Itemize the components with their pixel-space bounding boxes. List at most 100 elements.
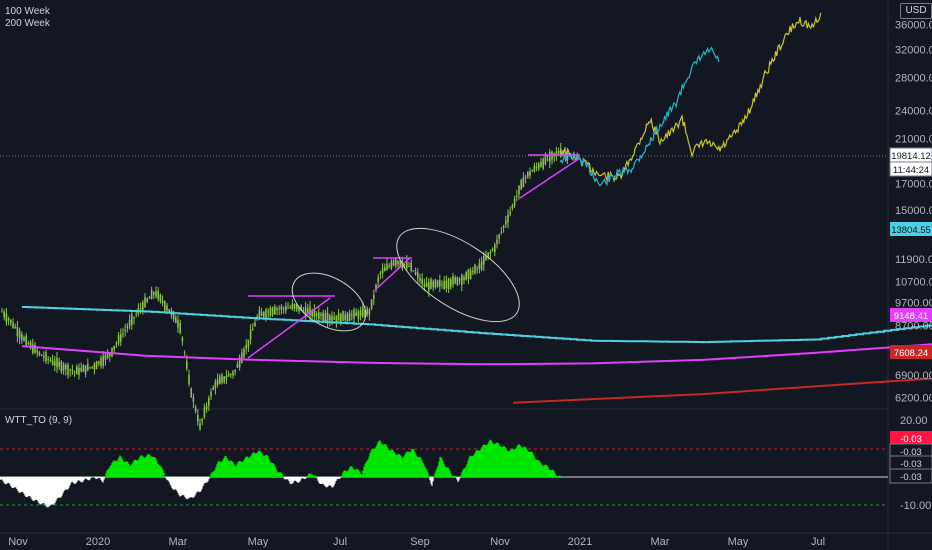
candle-body [436,280,439,287]
legend-ma100: 100 Week [5,6,50,17]
candle-body [423,284,426,287]
candle-body [78,367,80,375]
badge-current-price: 19814.12 [891,151,931,162]
candle-body [124,329,126,331]
candle-body [269,307,272,317]
candle-body [432,281,434,288]
candle-body [498,234,500,239]
candle-body [280,306,283,310]
candle-body [381,268,384,274]
candle-body [421,278,423,284]
candle-body [21,333,23,341]
candle-body [161,300,164,303]
candle-body [386,264,388,270]
indicator-tick-label: -10.00 [900,500,931,512]
candle-body [399,260,401,267]
candle-body [159,294,162,302]
candle-body [194,406,197,412]
candle-body [214,381,217,389]
candle-body [450,279,452,287]
candle-body [263,311,265,317]
candle-body [522,177,525,188]
candle-body [491,249,494,251]
candle-body [441,283,443,285]
price-tick-label: 10700.00 [895,277,932,289]
candle-body [7,318,10,321]
indicator-tick-label: 20.00 [900,415,928,427]
candle-body [379,272,382,275]
candle-body [507,214,509,223]
candle-body [254,322,256,327]
candle-body [344,314,346,321]
badge-osc-3: -0.03 [900,472,922,483]
candle-body [29,342,32,348]
badge-osc-red: -0.03 [900,434,922,445]
candle-body [291,303,294,310]
projection-cyan [559,46,720,187]
candle-body [524,176,527,178]
candle-body [32,344,34,354]
candle-body [505,220,507,225]
candle-body [302,309,305,311]
candle-body [340,313,342,324]
price-tick-label: 28000.00 [895,73,932,85]
badge-ma-cyan: 13804.55 [891,225,931,236]
candle-body [538,163,540,169]
candle-body [513,198,516,206]
candle-body [377,277,379,282]
candle-body [320,314,322,316]
annotations [247,154,581,359]
candle-body [276,308,278,311]
candle-body [232,371,234,376]
price-tick-label: 8700.00 [895,321,932,333]
candle-body [73,371,76,373]
price-tick-label: 36000.00 [895,19,932,31]
candle-body [368,309,371,315]
candle-body [322,312,324,321]
candle-body [104,354,107,360]
candle-body [375,284,377,291]
candle-body [458,278,461,281]
candle-body [76,366,78,375]
candle-body [366,308,368,315]
trendline [519,157,581,199]
candle-body [5,313,8,322]
candle-body [370,299,373,309]
candle-body [434,279,437,288]
candle-body [472,270,474,273]
badge-countdown: 11:44:24 [893,165,929,176]
ma100-line [22,306,932,344]
candle-body [518,185,520,195]
price-tick-label: 21000.00 [895,134,932,146]
candle-body [520,179,522,190]
candle-body [89,367,91,369]
candle-body [113,345,115,350]
candle-body [234,370,236,372]
candle-body [111,347,113,357]
candle-body [106,353,109,358]
candle-body [430,279,432,289]
candle-body [230,374,232,376]
candle-body [148,297,151,299]
currency-button[interactable]: USD [900,3,932,19]
candle-body [373,295,375,299]
candle-body [476,268,478,270]
axes: 36000.00 32000.00 28000.00 24000.00 21000.00… [8,19,932,548]
candle-body [126,326,129,329]
candle-body [456,277,459,285]
candle-body [223,376,225,382]
candle-body [395,258,397,266]
candle-body [43,355,45,358]
candle-body [428,282,430,291]
price-candles [1,142,569,431]
time-tick-label: May [728,536,749,548]
candle-body [67,364,69,375]
candle-body [225,375,228,379]
candle-body [357,311,360,319]
time-tick-label: 2020 [86,536,110,548]
candle-body [392,260,395,266]
candle-body [117,335,120,344]
candle-body [267,311,269,313]
